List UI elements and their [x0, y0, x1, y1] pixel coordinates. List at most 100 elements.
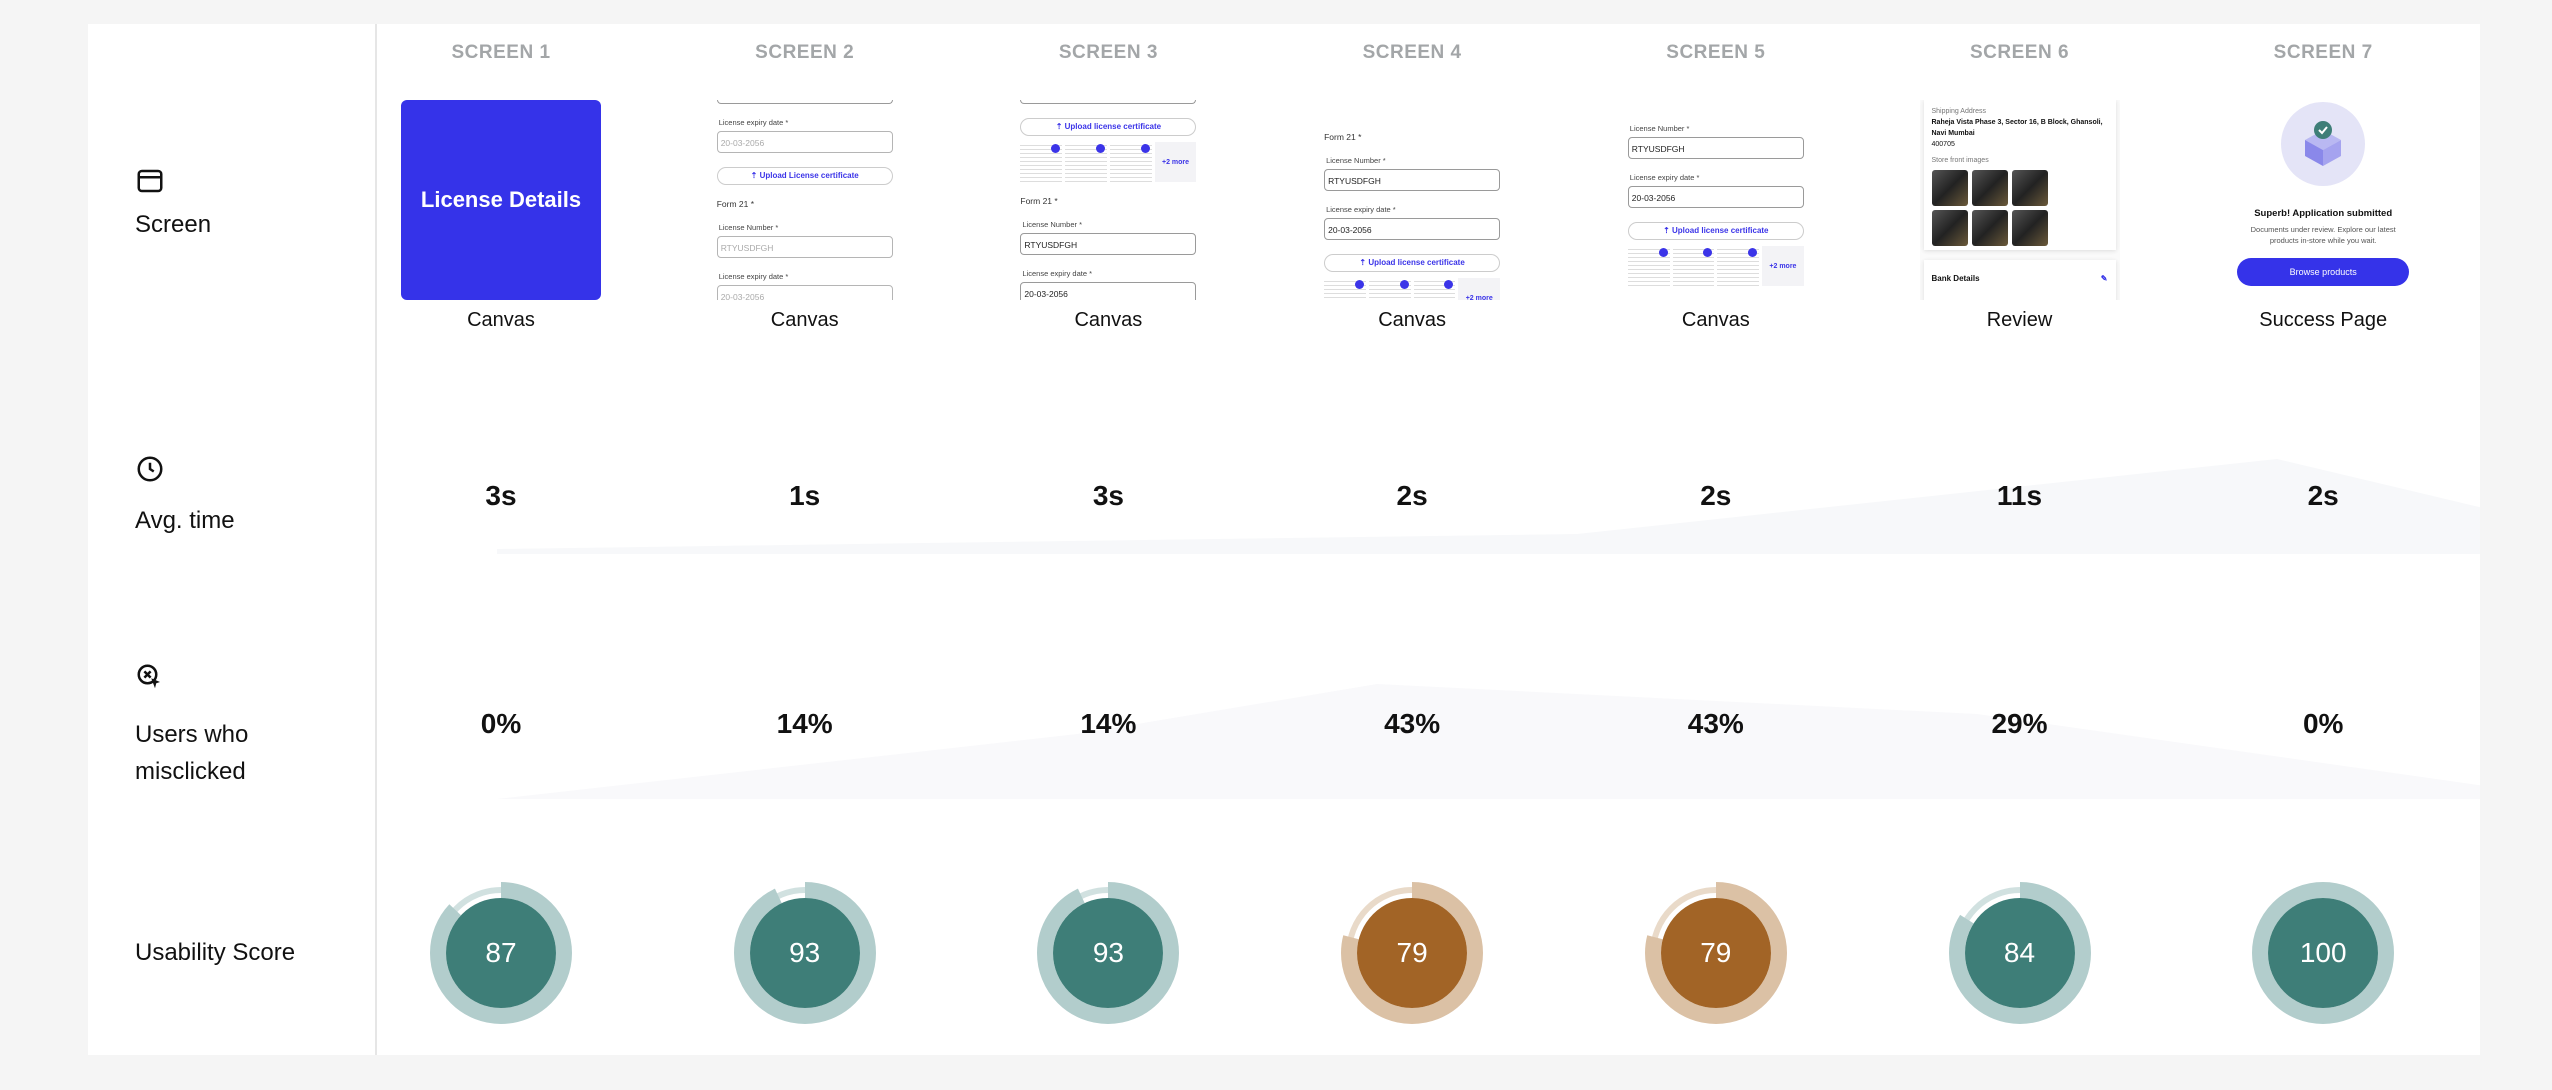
screen-thumbnail[interactable]: Form 21 * License Number * RTYUSDFGH Licens…: [1312, 100, 1513, 300]
screen-type-caption: Success Page: [2259, 309, 2388, 331]
text-field: RTYUSDFGH: [1020, 233, 1197, 255]
row-label-usability: Usability Score: [135, 939, 296, 966]
screen-type-caption: Canvas: [770, 309, 839, 331]
field-label: License Number *: [1629, 124, 1690, 133]
cropped-input: 20-03-2056: [1020, 100, 1197, 104]
usability-score-value: 100: [2299, 937, 2347, 968]
avg-time-value: 2s: [2307, 480, 2339, 511]
text-field: 20-03-2056: [1324, 218, 1501, 240]
screen-type-caption: Canvas: [467, 309, 535, 331]
usability-score-value: 79: [1700, 937, 1732, 968]
screen-header: SCREEN 3: [1058, 42, 1158, 63]
avg-time-value: 2s: [1396, 480, 1428, 511]
document-thumb: [1413, 278, 1456, 300]
screen-thumbnail[interactable]: License Details: [401, 100, 601, 300]
score-disc: [446, 898, 556, 1008]
screen-thumbnail[interactable]: License Number * RTYUSDFGH License expiry …: [1615, 100, 1816, 300]
store-image: [1931, 210, 1968, 246]
remove-doc-icon: [1703, 248, 1713, 257]
avg-time-value: 1s: [789, 480, 821, 511]
screen-thumbnail[interactable]: 20-03-2056 ⇡ Upload license certificate +2…: [1008, 100, 1209, 300]
remove-doc-icon: [1051, 144, 1061, 153]
document-thumb: [1109, 142, 1152, 182]
pincode: 400705: [1931, 141, 1955, 148]
screen-thumbnail[interactable]: Shipping Address Raheja Vista Phase 3, Se…: [1919, 100, 2120, 300]
screen-column: SCREEN 5 License Number * RTYUSDFGH License…: [1564, 24, 1868, 1055]
usability-score-value: 93: [789, 937, 821, 968]
more-docs-count: +2 more: [1458, 278, 1501, 300]
screen-header: SCREEN 4: [1362, 42, 1462, 63]
screen-header: SCREEN 5: [1666, 42, 1766, 63]
section-heading: Form 21 *: [1020, 196, 1058, 206]
browse-products-button[interactable]: Browse products: [2237, 258, 2410, 286]
document-previews: +2 more: [1020, 142, 1197, 182]
row-label-screen: Screen: [135, 211, 212, 238]
usability-score-gauge: 93: [733, 881, 877, 1025]
remove-doc-icon: [1354, 280, 1364, 289]
shipping-label: Shipping Address: [1931, 108, 1986, 115]
score-disc: [1964, 898, 2075, 1008]
store-image: [1971, 170, 2008, 206]
box-check-icon: [2281, 102, 2366, 186]
screen-type-caption: Review: [1986, 309, 2053, 331]
score-arc: [1341, 882, 1484, 1024]
images-label: Store front images: [1931, 157, 1989, 164]
screen-column: SCREEN 1 License Details Canvas 3s 0% 87: [349, 24, 653, 1055]
misclick-rate-value: 14%: [1080, 708, 1137, 739]
window-icon: [137, 169, 163, 193]
remove-doc-icon: [1748, 248, 1758, 257]
screen-header: SCREEN 1: [451, 42, 551, 63]
avg-time-value: 3s: [1092, 480, 1124, 511]
document-thumb: [1368, 278, 1411, 300]
misclick-rate-value: 0%: [480, 708, 522, 739]
screen-header: SCREEN 2: [755, 42, 855, 63]
document-thumb: [1065, 142, 1107, 182]
text-field: RTYUSDFGH: [1324, 169, 1501, 191]
usability-score-gauge: 84: [1948, 881, 2092, 1025]
mini-form: 20-03-2056 ⇡ Upload license certificate +2…: [1020, 100, 1197, 300]
avg-time-value: 11s: [1996, 480, 2043, 511]
screen-thumbnail[interactable]: License expiry date * 20-03-2056 ⇡ Upload …: [704, 100, 905, 300]
score-arc: [1644, 882, 1787, 1024]
screen-thumbnail[interactable]: Superb! Application submitted Documents u…: [2223, 100, 2424, 300]
misclick-rate-value: 43%: [1687, 708, 1744, 739]
score-disc: [2268, 898, 2379, 1008]
text-field: 20-03-2056: [1627, 186, 1804, 208]
section-heading: Form 21 *: [1324, 132, 1362, 142]
misclick-rate-value: 43%: [1384, 708, 1441, 739]
mini-form: License expiry date * 20-03-2056 ⇡ Upload …: [716, 100, 893, 300]
remove-doc-icon: [1140, 144, 1150, 153]
field-label: License Number *: [1022, 220, 1083, 229]
document-thumb: [1020, 142, 1063, 182]
text-field: 20-03-2056: [1020, 282, 1197, 300]
success-title: Superb! Application submitted: [2254, 208, 2393, 219]
screen-type-caption: Canvas: [1074, 309, 1143, 331]
score-arc: [733, 882, 876, 1024]
usability-score-gauge: 79: [1340, 881, 1484, 1025]
screen-column: SCREEN 4 Form 21 * License Number * RTYUSDF…: [1260, 24, 1564, 1055]
screen-type-caption: Canvas: [1378, 309, 1446, 331]
misclick-rate-value: 29%: [1991, 708, 2048, 739]
screen-column: SCREEN 3 20-03-2056 ⇡ Upload license certi…: [956, 24, 1260, 1055]
store-image: [2011, 210, 2048, 246]
score-arc: [430, 882, 572, 1024]
misclick-cursor-icon: [137, 664, 160, 689]
clock-icon: [137, 456, 163, 482]
mini-form: Form 21 * License Number * RTYUSDFGH Licens…: [1324, 118, 1501, 300]
field-label: License expiry date *: [1022, 269, 1093, 278]
score-disc: [749, 898, 860, 1008]
field-label: License Number *: [1326, 156, 1386, 165]
thumbnail-title: License Details: [420, 187, 582, 212]
screen-column: SCREEN 2 License expiry date * 20-03-2056 ⇡…: [653, 24, 957, 1055]
score-arc: [1948, 882, 2091, 1024]
store-image: [1931, 170, 1968, 206]
remove-doc-icon: [1658, 248, 1668, 257]
success-description: Documents under review. Explore our late…: [2250, 225, 2396, 245]
bank-details-label: Bank Details: [1931, 274, 1980, 283]
remove-doc-icon: [1095, 144, 1105, 153]
text-field: RTYUSDFGH: [1627, 137, 1804, 159]
usability-score-gauge: 100: [2251, 881, 2395, 1025]
section-heading: Form 21 *: [716, 199, 755, 209]
pencil-icon[interactable]: ✎: [2100, 274, 2108, 283]
row-label-misclick-1: Users who: [135, 721, 249, 748]
